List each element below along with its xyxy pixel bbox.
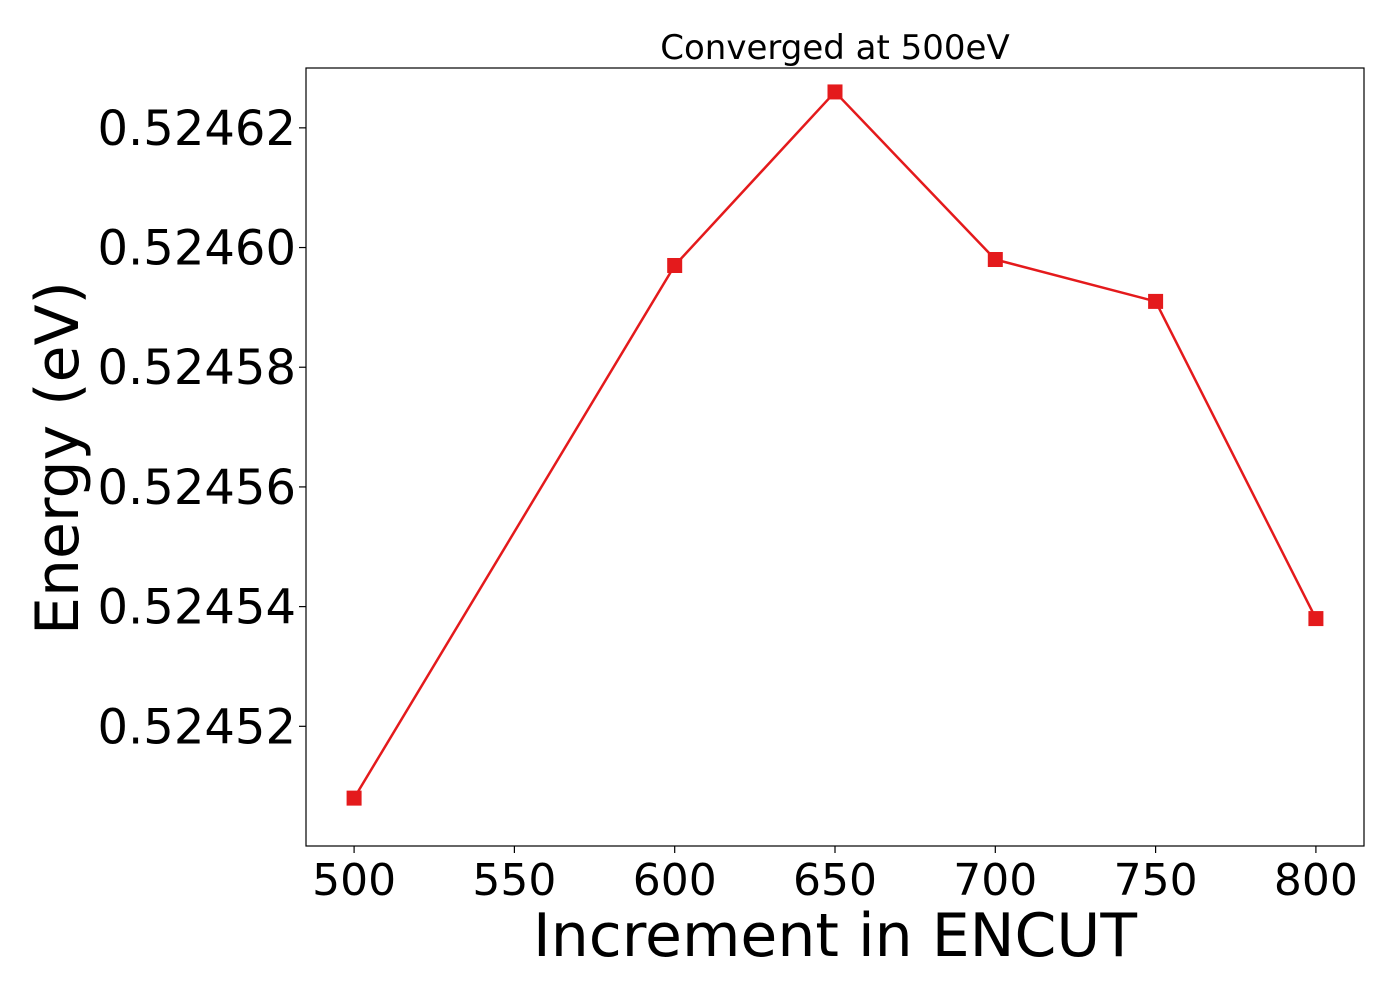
x-tick-label: 650 [793, 855, 877, 906]
x-tick-label: 500 [312, 855, 396, 906]
data-point-marker [827, 84, 843, 100]
y-tick-label: 0.52458 [98, 340, 297, 396]
data-point-marker [667, 257, 683, 273]
x-tick-label: 800 [1274, 855, 1358, 906]
data-point-marker [346, 790, 362, 806]
data-point-marker [987, 252, 1003, 268]
x-tick-label: 600 [633, 855, 717, 906]
series-line [353, 90, 1318, 799]
y-axis-label: Energy (eV) [23, 281, 93, 635]
y-tick-label: 0.52454 [98, 580, 297, 636]
y-tick-label: 0.52460 [98, 221, 297, 277]
x-axis-label: Increment in ENCUT [533, 901, 1137, 971]
x-tick-label: 700 [953, 855, 1037, 906]
y-tick-label: 0.52452 [98, 699, 297, 755]
y-tick-label: 0.52462 [98, 101, 297, 157]
chart-title: Converged at 500eV [660, 28, 1009, 68]
plot-frame [305, 67, 1365, 847]
data-point-marker [1148, 293, 1164, 309]
data-point-marker [1308, 611, 1324, 627]
x-tick-label: 750 [1114, 855, 1198, 906]
plot-area: 500 550 600 650 700 750 800 0.52452 0.52454 0.524… [98, 67, 1365, 906]
y-tick-label: 0.52456 [98, 460, 297, 516]
x-tick-label: 550 [472, 855, 556, 906]
